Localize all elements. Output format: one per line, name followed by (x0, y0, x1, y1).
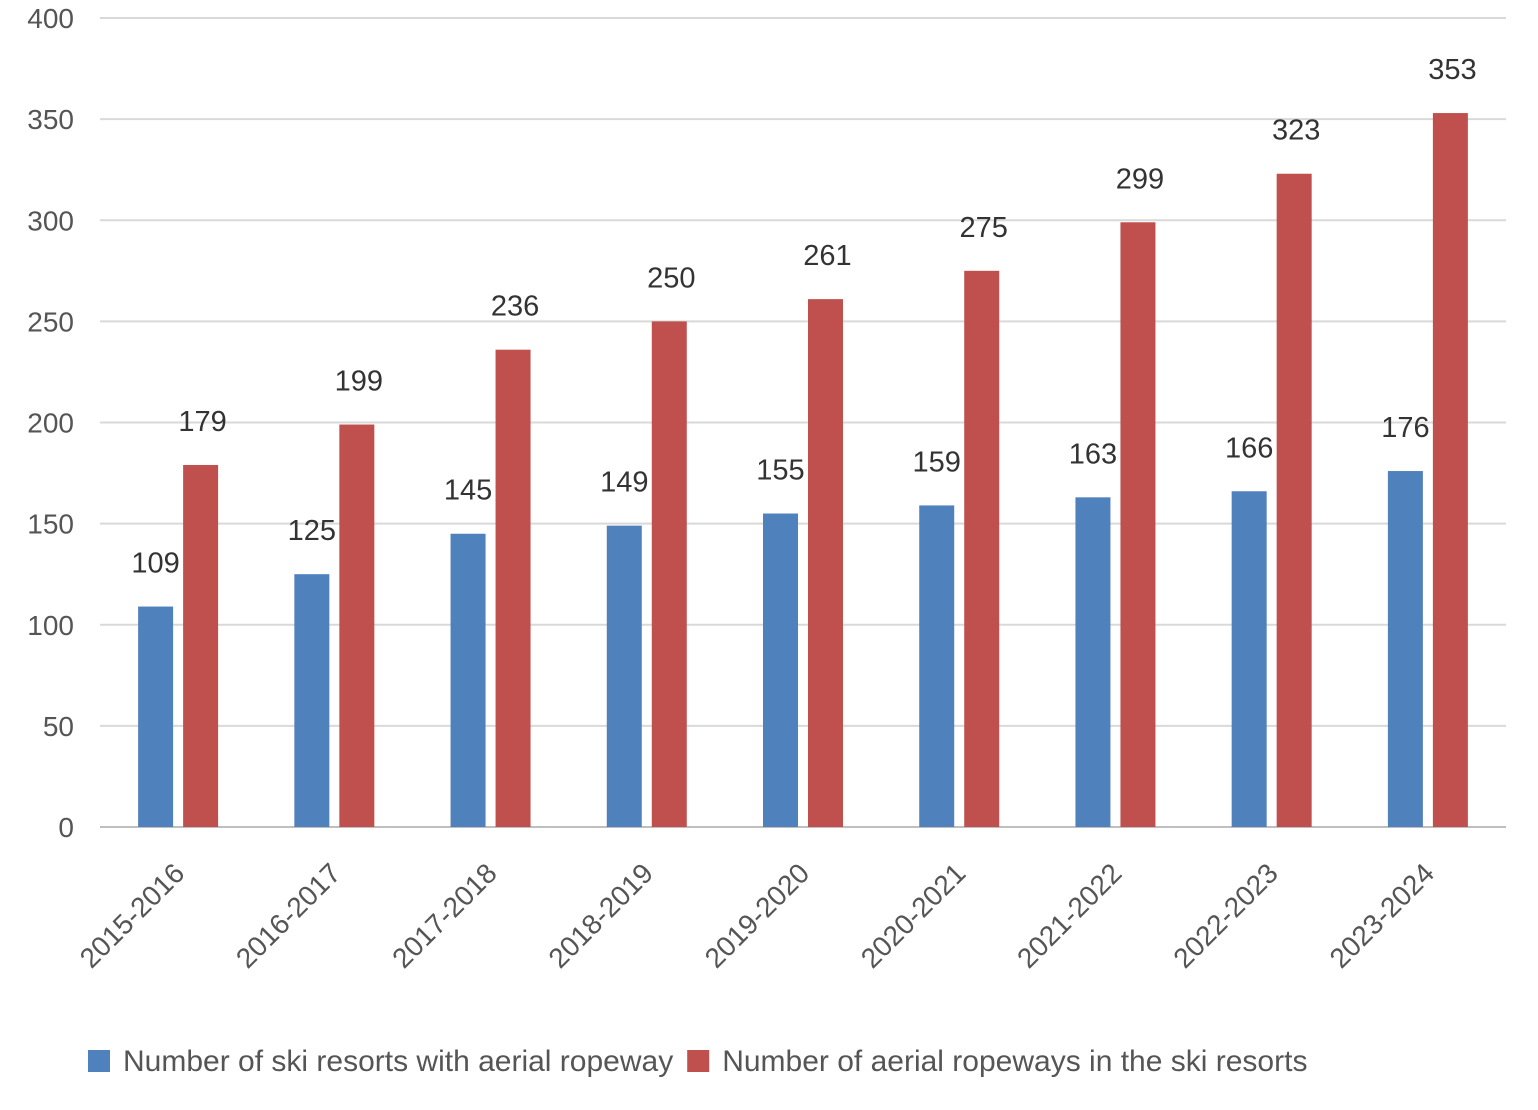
bar-resorts (606, 525, 642, 827)
x-tick-label: 2017-2018 (386, 857, 503, 974)
gridlines (100, 17, 1506, 828)
bar-ropeways (1432, 113, 1468, 828)
data-label: 299 (1116, 163, 1164, 195)
legend-label-resorts: Number of ski resorts with aerial ropewa… (123, 1045, 673, 1078)
bar-resorts (1231, 491, 1267, 827)
bar-ropeways (651, 321, 687, 827)
data-label: 159 (913, 446, 961, 478)
legend-swatch-ropeways (687, 1050, 710, 1072)
bar-ropeways (339, 424, 375, 827)
data-label: 250 (647, 262, 695, 294)
data-label: 166 (1225, 432, 1273, 464)
y-tick-label: 200 (27, 408, 74, 439)
data-label: 145 (444, 475, 492, 507)
y-tick-label: 300 (27, 205, 74, 236)
x-tick-label: 2023-2024 (1324, 857, 1441, 974)
y-tick-label: 100 (27, 610, 74, 641)
bar-resorts (919, 505, 955, 827)
bar-resorts (763, 513, 798, 827)
data-label: 149 (600, 467, 648, 499)
data-label: 163 (1069, 438, 1117, 470)
bar-ropeways (808, 299, 843, 827)
x-tick-label: 2015-2016 (74, 857, 191, 974)
x-tick-label: 2019-2020 (699, 857, 816, 974)
data-label: 199 (335, 366, 383, 398)
bar-ropeways (964, 270, 1000, 827)
x-tick-label: 2016-2017 (230, 857, 347, 974)
bar-resorts (450, 533, 486, 827)
data-label: 323 (1272, 115, 1320, 147)
legend: Number of ski resorts with aerial ropewa… (88, 1045, 1307, 1078)
y-tick-label: 50 (43, 711, 74, 742)
bar-ropeways (1276, 173, 1312, 828)
x-tick-label: 2018-2019 (542, 857, 659, 974)
bar-ropeways (1120, 222, 1156, 827)
bar-ropeways (183, 464, 219, 827)
bar-ropeways (495, 349, 531, 827)
data-label: 236 (491, 291, 539, 323)
bar-resorts (294, 574, 330, 827)
data-label: 353 (1428, 54, 1476, 86)
y-tick-label: 350 (27, 104, 74, 135)
x-tick-label: 2020-2021 (855, 857, 972, 974)
data-label: 109 (131, 548, 179, 580)
data-label: 179 (178, 406, 226, 438)
bar-resorts (138, 606, 174, 827)
x-tick-label: 2022-2023 (1167, 857, 1284, 974)
data-label: 261 (803, 240, 851, 272)
data-label: 275 (960, 212, 1008, 244)
y-axis-ticks: 0 50 100 150 200 250 300 350 400 (27, 3, 74, 843)
y-tick-label: 0 (58, 812, 74, 843)
x-tick-label: 2021-2022 (1011, 857, 1128, 974)
x-axis-categories: 2015-2016 2016-2017 2017-2018 2018-2019 2019… (74, 857, 1440, 974)
data-label: 176 (1381, 412, 1429, 444)
y-tick-label: 250 (27, 306, 74, 337)
data-label: 125 (288, 515, 336, 547)
legend-label-ropeways: Number of aerial ropeways in the ski res… (722, 1045, 1307, 1078)
y-tick-label: 150 (27, 509, 74, 540)
y-tick-label: 400 (27, 3, 74, 34)
bar-resorts (1075, 497, 1111, 827)
legend-swatch-resorts (88, 1050, 110, 1072)
data-labels: 109 179 125 199 145 236 149 250 155 261 159 275 163 2… (131, 54, 1476, 579)
bar-resorts (1387, 471, 1423, 827)
bars (138, 113, 1468, 828)
data-label: 155 (756, 455, 804, 487)
